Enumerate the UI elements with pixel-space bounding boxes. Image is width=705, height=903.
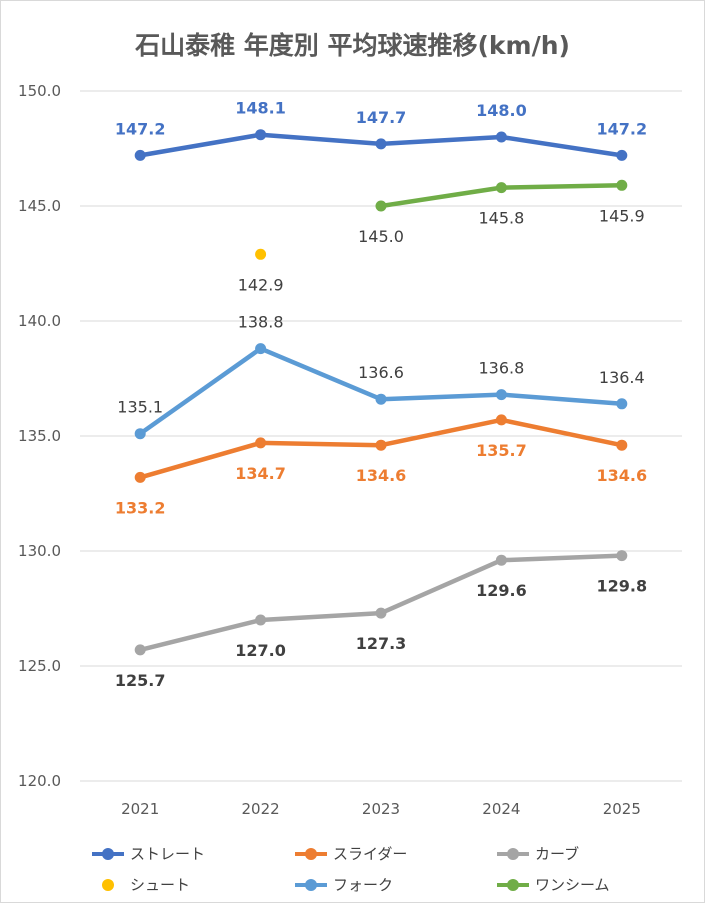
data-point (495, 131, 507, 143)
data-label: 145.0 (358, 227, 404, 246)
x-tick-label: 2023 (362, 800, 400, 818)
data-point (375, 393, 387, 405)
series-points (134, 129, 628, 656)
data-label: 135.7 (476, 441, 527, 460)
data-point (255, 437, 267, 449)
data-label: 147.7 (356, 108, 407, 127)
x-tick-label: 2022 (242, 800, 280, 818)
data-point (134, 471, 146, 483)
x-axis-ticks: 2021 2022 2023 2024 2025 (121, 800, 641, 818)
data-label: 145.9 (599, 206, 645, 225)
data-point (616, 149, 628, 161)
data-point (255, 343, 267, 355)
data-point (375, 607, 387, 619)
data-label: 127.0 (235, 641, 286, 660)
chart-title: 石山泰稚 年度別 平均球速推移(km/h) (135, 31, 570, 60)
y-tick-label: 140.0 (18, 312, 61, 330)
series-lines (137, 132, 625, 653)
data-label: 136.4 (599, 368, 645, 387)
data-label: 129.8 (596, 577, 647, 596)
x-tick-label: 2024 (482, 800, 520, 818)
y-axis-ticks: 120.0 125.0 130.0 135.0 140.0 145.0 150.0 (18, 82, 61, 790)
data-point (616, 550, 628, 562)
y-tick-label: 150.0 (18, 82, 61, 100)
data-label: 134.6 (356, 466, 407, 485)
data-label: 127.3 (356, 634, 407, 653)
data-point (255, 614, 267, 626)
data-point (375, 200, 387, 212)
series-line (137, 346, 625, 436)
data-point (616, 439, 628, 451)
y-tick-label: 120.0 (18, 772, 61, 790)
data-point (255, 248, 267, 260)
data-label: 129.6 (476, 581, 527, 600)
data-label: 138.8 (238, 313, 284, 332)
data-point (134, 428, 146, 440)
data-point (375, 138, 387, 150)
data-point (616, 398, 628, 410)
data-point (375, 439, 387, 451)
gridlines (80, 90, 682, 782)
data-label: 136.8 (478, 359, 524, 378)
x-tick-label: 2025 (603, 800, 641, 818)
data-label: 142.9 (238, 275, 284, 294)
data-point (616, 179, 628, 191)
data-label: 148.0 (476, 101, 527, 120)
data-label: 148.1 (235, 99, 286, 118)
data-labels: 147.2 148.1 147.7 148.0 147.2 133.2 134.7 134.6… (115, 99, 647, 690)
data-point (134, 149, 146, 161)
data-point (134, 644, 146, 656)
data-point (495, 414, 507, 426)
y-tick-label: 135.0 (18, 427, 61, 445)
y-tick-label: 130.0 (18, 542, 61, 560)
y-tick-label: 145.0 (18, 197, 61, 215)
data-label: 134.7 (235, 464, 286, 483)
x-tick-label: 2021 (121, 800, 159, 818)
data-label: 135.1 (117, 398, 163, 417)
data-label: 136.6 (358, 363, 404, 382)
data-label: 147.2 (596, 119, 647, 138)
data-point (495, 182, 507, 194)
y-tick-label: 125.0 (18, 657, 61, 675)
data-label: 134.6 (596, 466, 647, 485)
data-label: 147.2 (115, 119, 166, 138)
data-point (495, 554, 507, 566)
data-label: 125.7 (115, 671, 166, 690)
data-label: 145.8 (478, 209, 524, 228)
data-label: 133.2 (115, 498, 166, 517)
data-point (495, 389, 507, 401)
data-point (255, 129, 267, 141)
